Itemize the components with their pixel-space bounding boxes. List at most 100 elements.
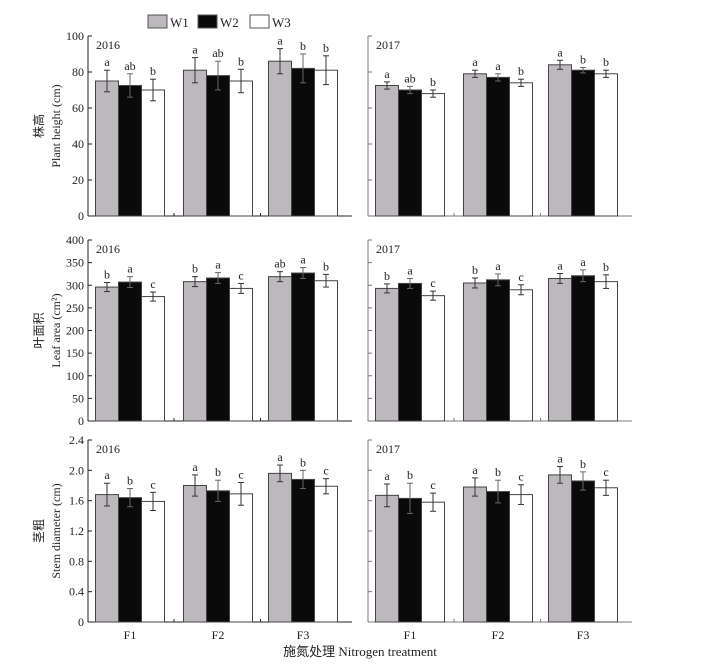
bar-F2-W3 xyxy=(509,82,533,217)
y-tick-label: 20 xyxy=(72,173,84,187)
significance-letter: b xyxy=(323,259,329,273)
bar-F2-W3 xyxy=(509,494,533,623)
x-tick-label: F3 xyxy=(577,628,590,642)
y-axis-label-cn: 株高 xyxy=(31,114,46,138)
bar-F2-W3 xyxy=(229,493,253,623)
bar-F1-W3 xyxy=(421,501,445,623)
significance-letter: a xyxy=(192,43,198,57)
significance-letter: b xyxy=(495,465,501,479)
legend-label-W1: W1 xyxy=(170,15,189,30)
legend-swatch-W3 xyxy=(249,14,270,29)
bar-F3-W2 xyxy=(291,67,315,217)
significance-letter: a xyxy=(580,255,586,269)
bar-F1-W2 xyxy=(398,497,422,623)
y-tick-label: 250 xyxy=(66,301,84,315)
y-tick-label: 0 xyxy=(78,615,84,629)
bar-F3-W1 xyxy=(548,277,572,422)
bar-F1-W1 xyxy=(95,80,119,217)
significance-letter: a xyxy=(495,259,501,273)
bar-F2-W1 xyxy=(183,69,207,217)
year-label: 2017 xyxy=(376,38,400,52)
x-tick-label: F2 xyxy=(492,628,505,642)
x-tick-label: F3 xyxy=(297,628,310,642)
bar-F1-W2 xyxy=(118,281,142,422)
y-tick-label: 100 xyxy=(66,369,84,383)
bar-F1-W2 xyxy=(398,89,422,217)
significance-letter: c xyxy=(323,464,328,478)
significance-letter: b xyxy=(580,457,586,471)
significance-letter: a xyxy=(277,450,283,464)
significance-letter: b xyxy=(192,262,198,276)
bar-F2-W2 xyxy=(486,491,510,623)
bar-F2-W1 xyxy=(463,282,487,422)
y-tick-label: 1.6 xyxy=(69,494,84,508)
x-tick-label: F1 xyxy=(124,628,137,642)
y-tick-label: 0 xyxy=(78,414,84,428)
significance-letter: a xyxy=(104,468,110,482)
significance-letter: b xyxy=(104,268,110,282)
significance-letter: b xyxy=(603,55,609,69)
bar-F3-W1 xyxy=(268,60,292,217)
significance-letter: ab xyxy=(124,59,135,73)
significance-letter: b xyxy=(603,260,609,274)
bar-F3-W1 xyxy=(548,474,572,623)
significance-letter: a xyxy=(557,45,563,59)
bar-F3-W1 xyxy=(268,472,292,623)
bar-F2-W1 xyxy=(463,73,487,217)
bar-F3-W2 xyxy=(291,478,315,623)
bar-F1-W1 xyxy=(95,286,119,422)
bar-F1-W3 xyxy=(421,295,445,422)
significance-letter: b xyxy=(384,269,390,283)
y-tick-label: 60 xyxy=(72,101,84,115)
y-tick-label: 2.0 xyxy=(69,463,84,477)
year-label: 2017 xyxy=(376,442,400,456)
significance-letter: c xyxy=(238,268,243,282)
significance-letter: b xyxy=(127,474,133,488)
y-axis-label: Plant height (cm) xyxy=(49,84,63,167)
bar-F2-W2 xyxy=(486,279,510,422)
y-tick-label: 350 xyxy=(66,256,84,270)
significance-letter: b xyxy=(238,54,244,68)
bar-F3-W3 xyxy=(314,485,338,623)
significance-letter: c xyxy=(430,478,435,492)
bar-F3-W1 xyxy=(268,276,292,422)
significance-letter: a xyxy=(300,253,306,267)
bar-F2-W2 xyxy=(486,76,510,217)
y-tick-label: 100 xyxy=(66,29,84,43)
bar-F3-W3 xyxy=(314,280,338,422)
y-axis-label-cn: 茎粗 xyxy=(32,519,46,543)
bar-F1-W1 xyxy=(95,494,119,623)
bar-F2-W3 xyxy=(229,80,253,217)
significance-letter: b xyxy=(430,75,436,89)
significance-letter: b xyxy=(580,53,586,67)
legend-swatch-W2 xyxy=(197,14,218,29)
significance-letter: a xyxy=(557,258,563,272)
significance-letter: a xyxy=(104,55,110,69)
significance-letter: b xyxy=(323,41,329,55)
bar-F3-W3 xyxy=(594,487,618,623)
significance-letter: b xyxy=(150,64,156,78)
x-tick-label: F1 xyxy=(404,628,417,642)
bar-F3-W1 xyxy=(548,64,572,217)
bar-F1-W3 xyxy=(141,89,165,217)
bar-F1-W2 xyxy=(118,497,142,623)
significance-letter: a xyxy=(127,262,133,276)
bar-F3-W2 xyxy=(571,69,595,217)
significance-letter: a xyxy=(277,34,283,48)
y-tick-label: 1.2 xyxy=(69,524,84,538)
y-tick-label: 0.4 xyxy=(69,585,84,599)
y-tick-label: 50 xyxy=(72,391,84,405)
y-tick-label: 40 xyxy=(72,137,84,151)
y-tick-label: 200 xyxy=(66,324,84,338)
bar-F3-W2 xyxy=(571,275,595,422)
bar-F3-W3 xyxy=(594,281,618,422)
significance-letter: b xyxy=(518,64,524,78)
significance-letter: c xyxy=(238,467,243,481)
y-tick-label: 2.4 xyxy=(69,433,84,447)
y-tick-label: 150 xyxy=(66,346,84,360)
significance-letter: c xyxy=(430,276,435,290)
bar-F1-W2 xyxy=(118,85,142,217)
